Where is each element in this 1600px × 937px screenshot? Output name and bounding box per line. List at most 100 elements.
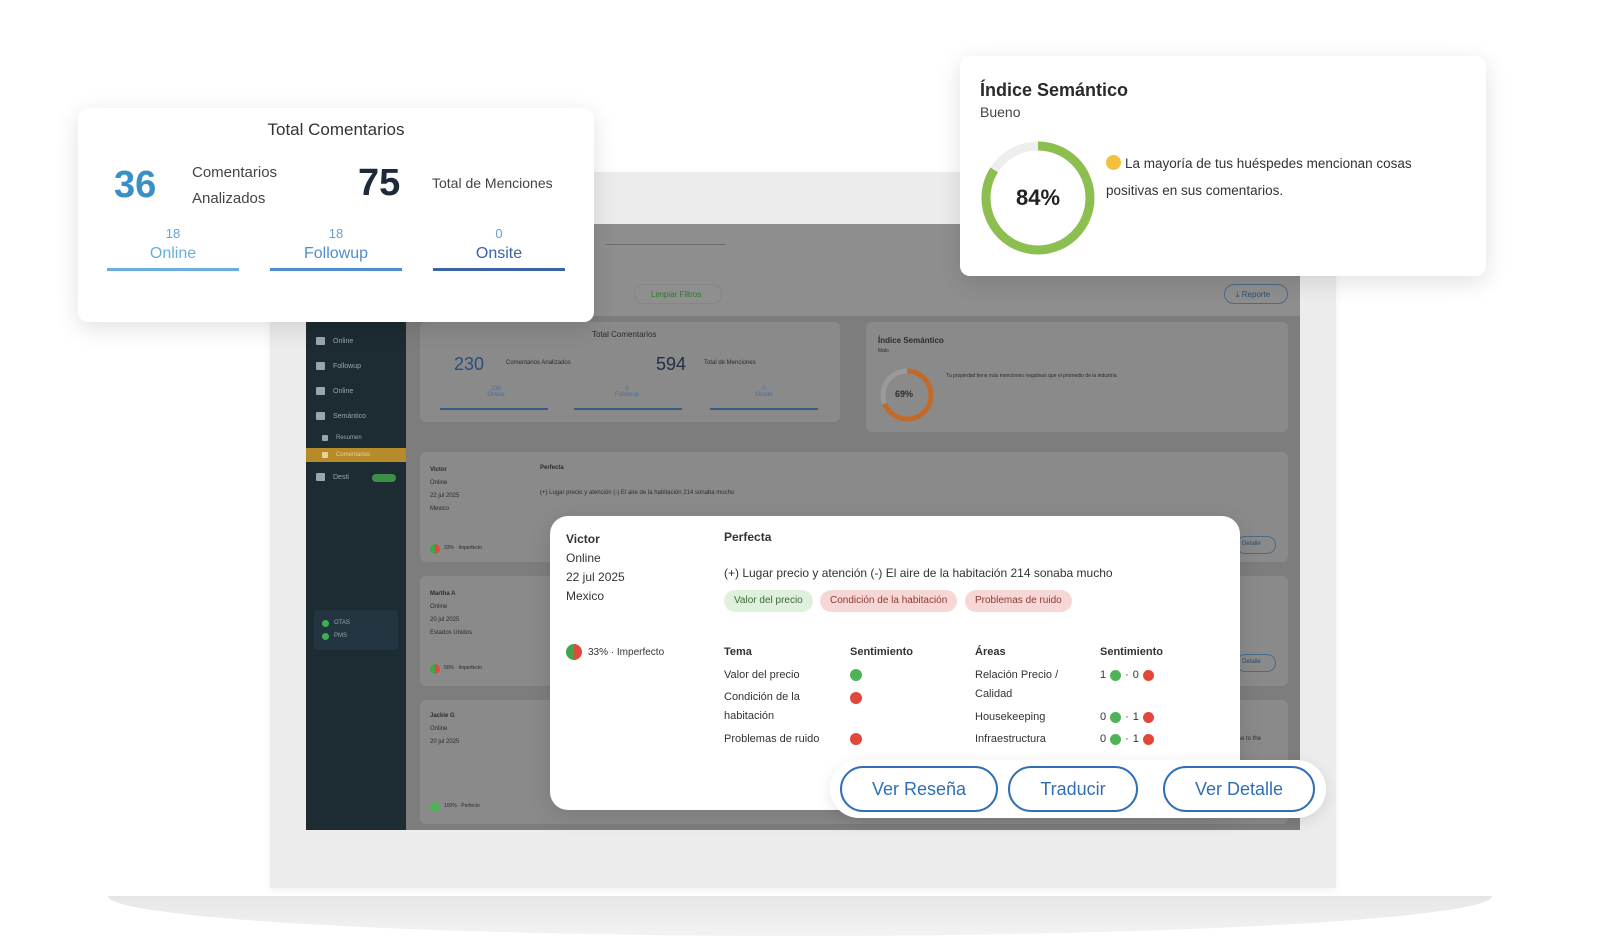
bg-semantic-card <box>866 322 1288 432</box>
bg-review-3-score: 100% · Perfecto <box>444 803 480 809</box>
bg-review-3-score-dot <box>430 802 440 812</box>
integrations-box <box>314 610 398 650</box>
pms-status-dot <box>322 633 329 640</box>
semantic-index-title: Índice Semántico <box>980 80 1129 100</box>
mentions-label: Total de Menciones <box>432 175 553 191</box>
area-sentiment-header: Sentimiento <box>1100 646 1163 658</box>
followup-underline <box>270 268 402 271</box>
area-row-3: Infraestructura <box>975 733 1046 745</box>
review-country: Mexico <box>566 589 605 603</box>
negative-icon <box>1142 711 1154 723</box>
onsite-underline <box>433 268 565 271</box>
sidebar-item-comentarios-active[interactable] <box>306 448 406 462</box>
smile-icon <box>1106 155 1121 170</box>
total-comments-title: Total Comentarios <box>267 120 405 139</box>
new-badge <box>372 474 396 482</box>
sidebar-item-desti[interactable]: Desti <box>316 470 349 484</box>
bg-detail-label-2: Detalle <box>1242 659 1261 665</box>
topic-row-3: Problemas de ruido <box>724 733 820 745</box>
bg-mentions-label: Total de Menciones <box>704 360 756 366</box>
semantic-index-card: Índice Semántico Bueno 84% La mayoría de… <box>960 56 1486 276</box>
bg-review-score: 33% · Imperfecto <box>444 545 483 551</box>
bg-analyzed-count: 230 <box>454 354 485 374</box>
bg-mentions-count: 594 <box>656 354 687 374</box>
negative-icon <box>1142 733 1154 745</box>
topic-row-2: Condición de la habitación <box>724 691 800 722</box>
bg-semantic-status: Malo <box>878 348 889 354</box>
channel-onsite[interactable]: 0 Onsite <box>433 226 565 271</box>
bg-review-3-meta: Jackie G Online 20 jul 2025 <box>430 713 460 745</box>
bg-review-meta: Victor Online 22 jul 2025 Mexico <box>430 467 460 512</box>
sidebar-item-followup[interactable]: Followup <box>316 359 361 373</box>
review-score-label: 33% · Imperfecto <box>588 646 665 658</box>
bg-review-2-score: 50% · Imperfecto <box>444 665 483 671</box>
semantic-index-percent: 84% <box>1015 185 1061 210</box>
bg-semantic-ring <box>880 368 934 422</box>
online-label: Online <box>149 245 197 262</box>
channel-followup[interactable]: 18 Followup <box>270 226 402 271</box>
areas-header: Áreas <box>975 646 1006 658</box>
chip-condicion-habitacion[interactable]: Condición de la habitación <box>820 590 958 612</box>
channel-online[interactable]: 18 Online <box>107 226 239 271</box>
review-text: (+) Lugar precio y atención (-) El aire … <box>724 566 1113 580</box>
negative-icon <box>1142 669 1154 681</box>
bg-review-2-meta: Martha A Online 20 jul 2025 Estados Unidos <box>430 591 473 636</box>
onsite-label: Onsite <box>475 245 523 262</box>
otas-label: OTAS <box>334 620 350 626</box>
positive-icon <box>1110 733 1122 745</box>
bg-review-rating: Perfecta <box>540 465 564 471</box>
area-row-1: Relación Precio / Calidad <box>975 669 1059 700</box>
pms-label: PMS <box>334 633 348 639</box>
topic-row-1-positive-icon <box>850 669 862 681</box>
sidebar-item-comentarios[interactable]: Comentarios <box>322 448 370 462</box>
sidebar-item-online-2[interactable]: Online <box>316 384 353 398</box>
topic-sentiment-header: Sentimiento <box>850 646 913 658</box>
report-button-label: ⤓ Reporte <box>1236 290 1271 299</box>
bg-semantic-msg: Tu propiedad tiene más menciones negativ… <box>946 373 1118 379</box>
bg-review-text: (+) Lugar precio y atención (-) El aire … <box>540 490 735 496</box>
bg-onsite[interactable]: 0 Onsite <box>755 386 773 398</box>
clear-filters-button[interactable]: Limpiar Filtros <box>651 290 702 299</box>
bg-total-title: Total Comentarios <box>592 330 657 339</box>
online-underline <box>107 268 239 271</box>
area-row-3-counts: 0 · 1 <box>1100 733 1154 745</box>
chip-valor-del-precio[interactable]: Valor del precio <box>724 590 813 612</box>
app-sidebar: Online Followup Online Semántico Resumen… <box>306 224 406 830</box>
analyzed-count: 36 <box>114 164 157 206</box>
topic-header: Tema <box>724 646 752 658</box>
followup-label: Followup <box>303 245 369 262</box>
reviewer-name: Victor <box>566 532 600 546</box>
laptop-base <box>108 896 1492 936</box>
positive-icon <box>1110 669 1122 681</box>
translate-button[interactable]: Traducir <box>1008 766 1138 812</box>
area-row-2: Housekeeping <box>975 711 1046 723</box>
chip-problemas-ruido[interactable]: Problemas de ruido <box>965 590 1072 612</box>
bg-analyzed-label: Comentarios Analizados <box>506 360 571 366</box>
sidebar-item-semantico[interactable]: Semántico <box>316 409 366 423</box>
score-split-icon <box>566 644 582 660</box>
area-row-2-counts: 0 · 1 <box>1100 711 1154 723</box>
review-rating: Perfecta <box>724 530 772 544</box>
bg-semantic-title: Índice Semántico <box>878 336 944 345</box>
topic-row-2-negative-icon <box>850 692 862 704</box>
sidebar-item-online[interactable]: Online <box>316 334 353 348</box>
topic-row-1: Valor del precio <box>724 669 800 681</box>
bg-review-3-overflow: se to the <box>1238 736 1262 742</box>
view-review-button[interactable]: Ver Reseña <box>840 766 998 812</box>
semantic-index-status: Bueno <box>980 104 1021 120</box>
report-button[interactable] <box>1224 284 1288 304</box>
bg-online[interactable]: 230 Online <box>487 386 505 398</box>
review-date: 22 jul 2025 <box>566 570 625 584</box>
total-comments-card: Total Comentarios 36 Comentarios Analizad… <box>78 108 594 322</box>
bg-online-underline <box>440 408 548 410</box>
filter-chip[interactable] <box>634 284 722 304</box>
topic-row-3-negative-icon <box>850 733 862 745</box>
view-detail-button[interactable]: Ver Detalle <box>1163 766 1315 812</box>
bg-followup-underline <box>574 408 682 410</box>
bg-review-2-score-dot <box>430 664 440 674</box>
semantic-index-ring <box>981 141 1095 255</box>
sidebar-item-resumen[interactable]: Resumen <box>322 431 362 445</box>
bg-total-card <box>420 322 840 422</box>
bg-followup[interactable]: 0 Followup <box>614 386 639 398</box>
